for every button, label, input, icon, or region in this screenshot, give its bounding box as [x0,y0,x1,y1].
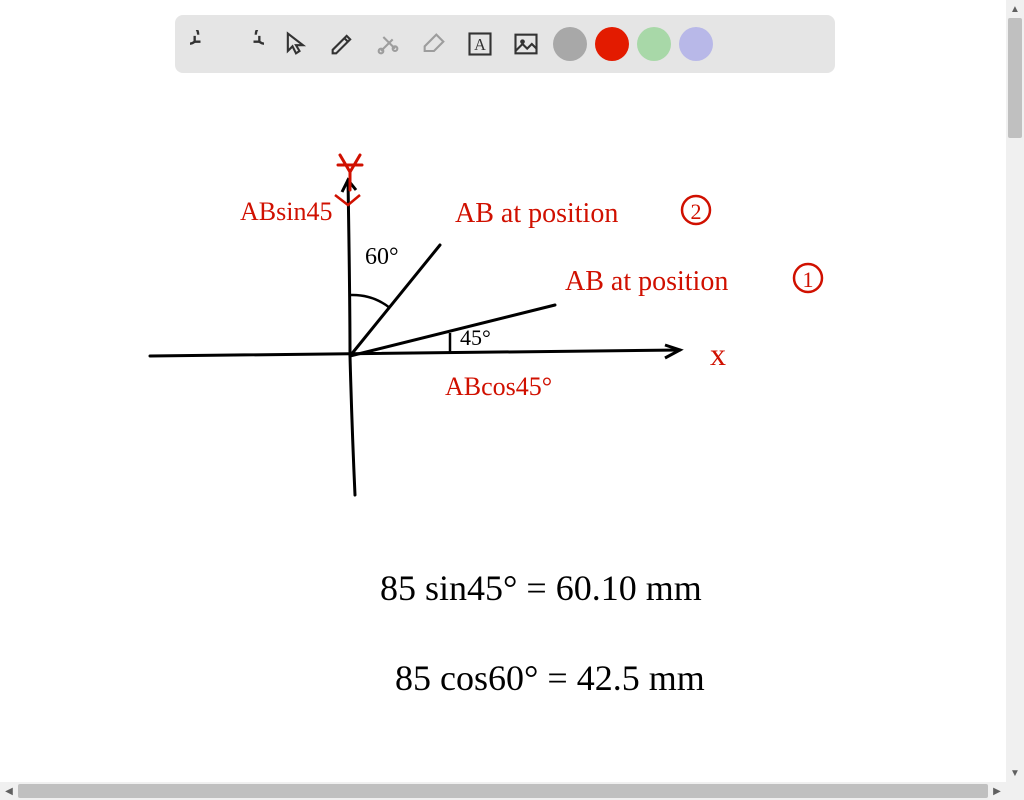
horizontal-scrollbar[interactable]: ◀ ▶ [0,782,1006,800]
vertical-scrollbar[interactable]: ▲ ▼ [1006,0,1024,782]
angle-60-label: 60° [365,244,399,270]
whiteboard-drawing: ABsin45 60° AB at position 2 AB at posit… [0,0,1006,782]
pos1-label: AB at position [565,266,728,297]
x-axis-label: x [710,336,726,372]
arc-60 [351,295,390,308]
angle-45-label: 45° [460,325,491,350]
y-axis [348,180,355,495]
y-axis-label-mark [338,155,362,190]
scroll-up-icon[interactable]: ▲ [1006,0,1024,18]
scroll-left-icon[interactable]: ◀ [0,782,18,800]
equation-1: 85 sin45° = 60.10 mm [380,568,702,608]
line-position-1 [350,305,555,356]
scrollbar-corner [1006,782,1024,800]
cos-label: ABcos45° [445,372,552,401]
scroll-down-icon[interactable]: ▼ [1006,764,1024,782]
horizontal-scrollbar-thumb[interactable] [18,784,988,798]
pos2-num: 2 [691,199,702,224]
x-axis [150,350,680,356]
scroll-right-icon[interactable]: ▶ [988,782,1006,800]
vertical-scrollbar-thumb[interactable] [1008,18,1022,138]
equation-2: 85 cos60° = 42.5 mm [395,658,705,698]
pos1-num: 1 [803,267,814,292]
canvas-area[interactable]: A ABsin45 60° AB at position [0,0,1006,782]
pos2-label: AB at position [455,198,618,229]
sin-label: ABsin45 [240,197,332,226]
